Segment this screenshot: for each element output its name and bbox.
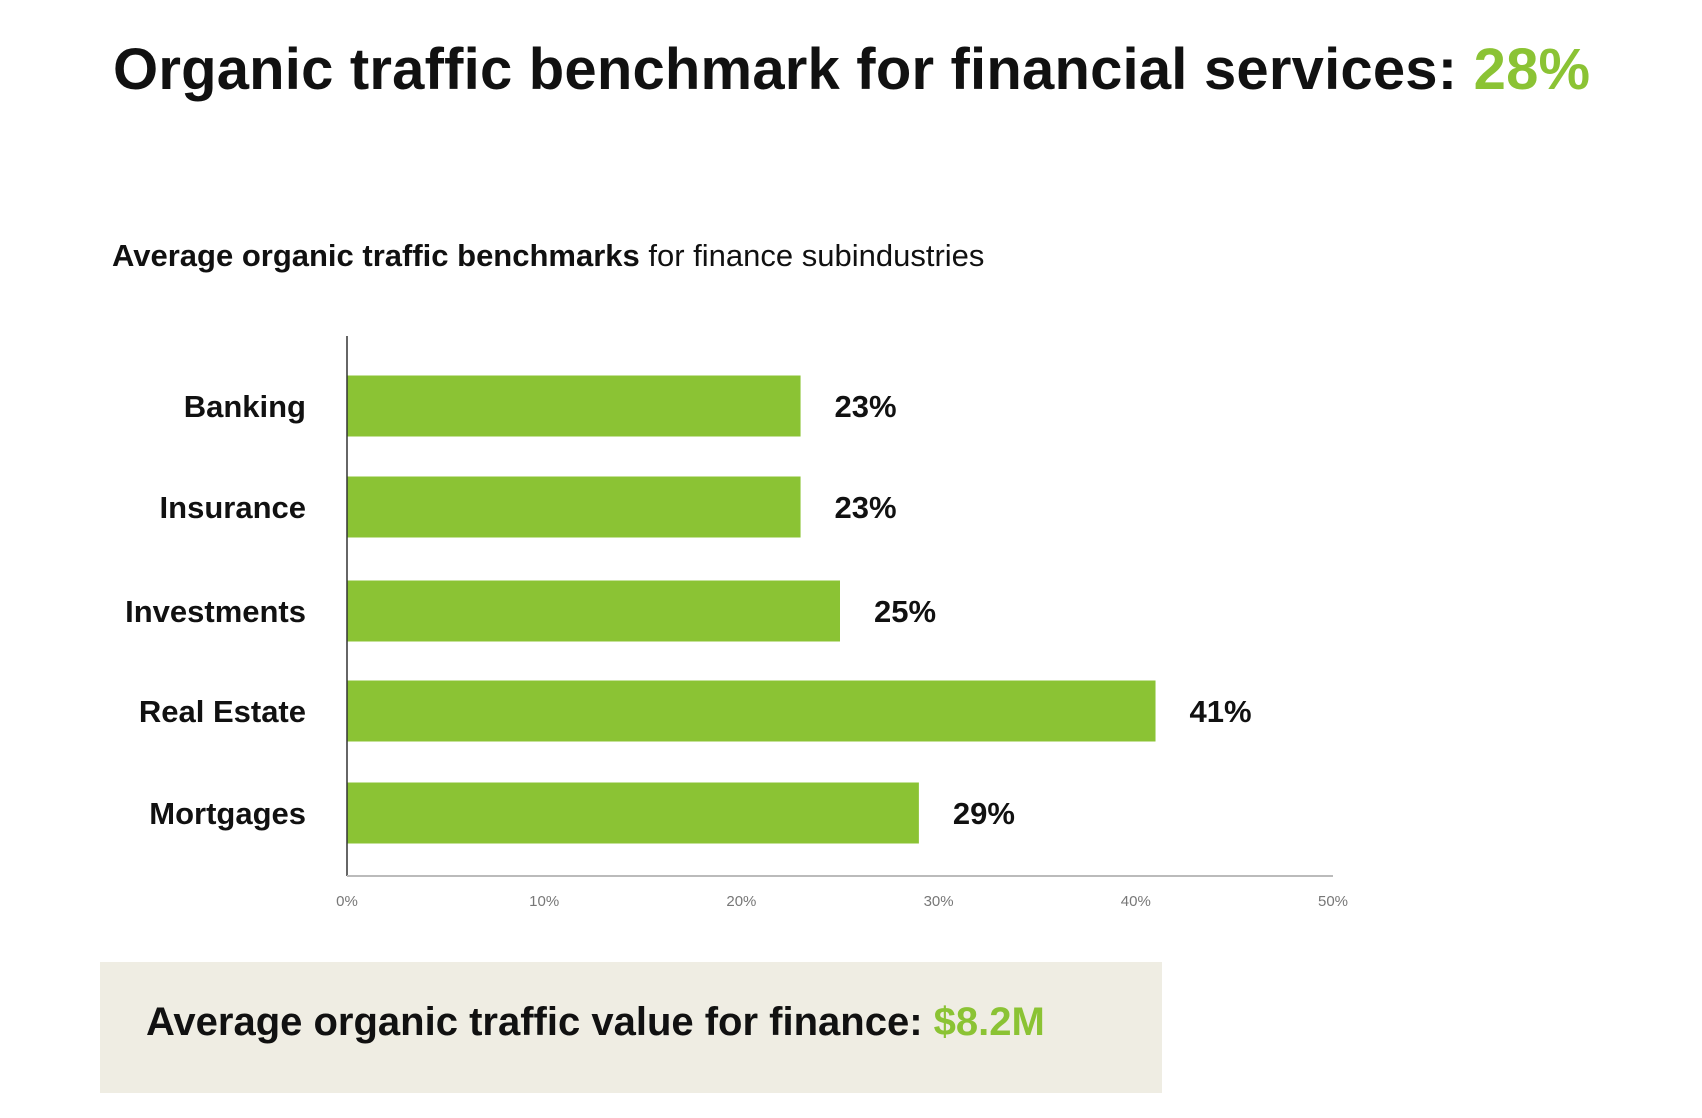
category-label: Banking bbox=[184, 389, 306, 424]
chart-subtitle-rest: for finance subindustries bbox=[639, 238, 985, 273]
x-tick-label: 10% bbox=[529, 893, 559, 910]
bar-chart: Banking 23% Insurance 23% Investments 25% Real… bbox=[125, 336, 1348, 910]
summary-box: Average organic traffic value for financ… bbox=[100, 962, 1162, 1093]
data-label: 23% bbox=[835, 490, 897, 525]
bar bbox=[347, 580, 840, 642]
headline-value: 28% bbox=[1473, 37, 1591, 102]
x-tick-label: 40% bbox=[1121, 893, 1151, 910]
summary-value: $8.2M bbox=[933, 1000, 1045, 1044]
bar bbox=[347, 680, 1156, 742]
x-tick-label: 50% bbox=[1318, 893, 1348, 910]
x-tick-label: 0% bbox=[336, 893, 358, 910]
data-label: 25% bbox=[874, 594, 936, 629]
category-label: Insurance bbox=[160, 490, 306, 525]
bar bbox=[347, 782, 919, 844]
category-label: Mortgages bbox=[149, 796, 306, 831]
headline-text: Organic traffic benchmark for financial … bbox=[113, 37, 1474, 102]
bar bbox=[347, 476, 801, 538]
chart-subtitle: Average organic traffic benchmarks for f… bbox=[112, 238, 984, 274]
x-tick-label: 30% bbox=[924, 893, 954, 910]
category-label: Investments bbox=[125, 594, 306, 629]
page-title: Organic traffic benchmark for financial … bbox=[113, 36, 1590, 103]
data-label: 23% bbox=[835, 389, 897, 424]
summary-text: Average organic traffic value for financ… bbox=[146, 1000, 1045, 1045]
chart-subtitle-bold: Average organic traffic benchmarks bbox=[112, 238, 640, 273]
summary-label: Average organic traffic value for financ… bbox=[146, 1000, 934, 1044]
data-label: 41% bbox=[1190, 694, 1252, 729]
x-tick-label: 20% bbox=[726, 893, 756, 910]
data-label: 29% bbox=[953, 796, 1015, 831]
bar bbox=[347, 375, 801, 437]
category-label: Real Estate bbox=[139, 694, 306, 729]
